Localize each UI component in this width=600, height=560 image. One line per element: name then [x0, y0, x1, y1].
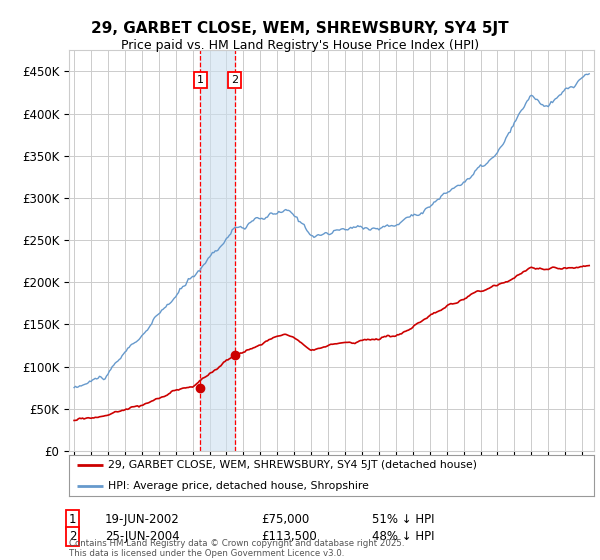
Text: 19-JUN-2002: 19-JUN-2002	[105, 512, 180, 526]
Text: 51% ↓ HPI: 51% ↓ HPI	[372, 512, 434, 526]
Text: 1: 1	[69, 512, 77, 526]
Text: 2: 2	[69, 530, 77, 543]
Text: 1: 1	[197, 75, 204, 85]
Text: 48% ↓ HPI: 48% ↓ HPI	[372, 530, 434, 543]
Text: 29, GARBET CLOSE, WEM, SHREWSBURY, SY4 5JT: 29, GARBET CLOSE, WEM, SHREWSBURY, SY4 5…	[91, 21, 509, 36]
Text: HPI: Average price, detached house, Shropshire: HPI: Average price, detached house, Shro…	[109, 480, 369, 491]
Text: Price paid vs. HM Land Registry's House Price Index (HPI): Price paid vs. HM Land Registry's House …	[121, 39, 479, 52]
Text: 29, GARBET CLOSE, WEM, SHREWSBURY, SY4 5JT (detached house): 29, GARBET CLOSE, WEM, SHREWSBURY, SY4 5…	[109, 460, 478, 470]
Text: Contains HM Land Registry data © Crown copyright and database right 2025.
This d: Contains HM Land Registry data © Crown c…	[69, 539, 404, 558]
Text: £75,000: £75,000	[261, 512, 309, 526]
Text: 25-JUN-2004: 25-JUN-2004	[105, 530, 179, 543]
Bar	[200, 50, 235, 451]
Text: 2: 2	[231, 75, 238, 85]
Text: £113,500: £113,500	[261, 530, 317, 543]
